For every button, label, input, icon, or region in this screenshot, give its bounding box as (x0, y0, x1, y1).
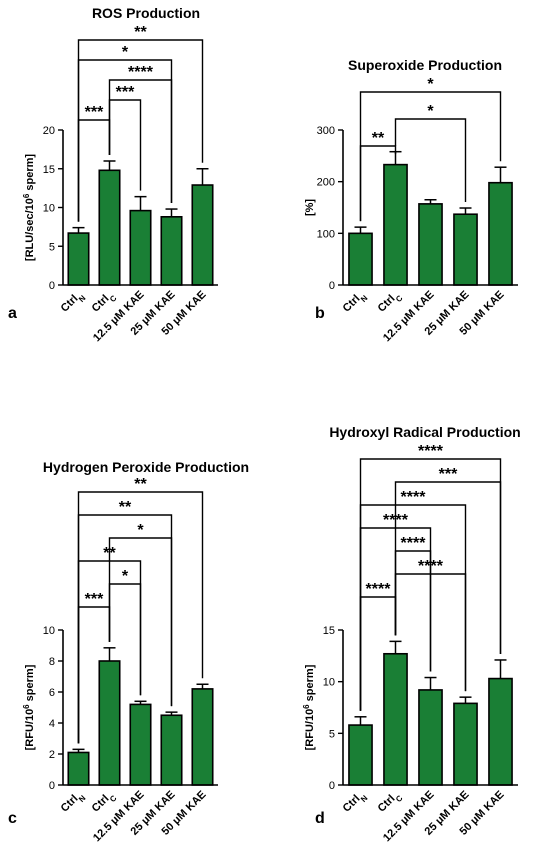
significance-label: **** (401, 535, 427, 552)
bar-4 (488, 181, 513, 286)
bar-3 (160, 216, 183, 286)
significance-label: ** (134, 476, 147, 493)
chart-panel-c: Hydrogen Peroxide Production 0 2 4 6 8 10 CtrlN… (8, 459, 249, 844)
significance-label: * (122, 44, 129, 61)
x-tick-label: CtrlN (59, 288, 88, 317)
bar-1 (98, 169, 121, 286)
bar-0 (348, 232, 373, 286)
significance-label: ** (134, 24, 147, 41)
y-axis-label: [RFU/106 sperm] (22, 664, 37, 750)
chart-title: Hydroxyl Radical Production (329, 424, 520, 440)
y-tick-label: 300 (317, 125, 335, 137)
y-tick-label: 0 (329, 780, 335, 792)
y-axis-label: [%] (304, 199, 316, 216)
significance-label: *** (439, 466, 458, 483)
chart-title: ROS Production (92, 5, 200, 21)
significance-label: **** (418, 443, 444, 460)
significance-bracket: **** (359, 443, 502, 711)
x-tick-label: CtrlN (341, 288, 370, 317)
significance-bracket: **** (394, 535, 432, 672)
y-tick-label: 15 (43, 164, 55, 176)
y-tick-label: 200 (317, 177, 335, 189)
chart-title: Superoxide Production (348, 57, 502, 73)
significance-label: ** (372, 130, 385, 147)
x-tick-label: CtrlN (341, 788, 370, 817)
panel-label: a (8, 305, 17, 322)
significance-label: * (427, 76, 434, 93)
y-tick-label: 2 (49, 749, 55, 761)
y-axis-label: [RLU/sec/106 sperm] (22, 154, 37, 262)
y-tick-label: 4 (49, 718, 55, 730)
x-tick-label: CtrlC (376, 288, 405, 317)
y-tick-label: 5 (49, 241, 55, 253)
significance-label: *** (85, 591, 104, 608)
bar-1 (383, 652, 408, 786)
panel-label: c (8, 810, 17, 827)
bar-0 (348, 724, 373, 786)
y-tick-label: 100 (317, 228, 335, 240)
y-tick-label: 0 (329, 280, 335, 292)
y-tick-label: 5 (329, 728, 335, 740)
significance-label: *** (85, 104, 104, 121)
bar-2 (129, 209, 152, 286)
chart-panel-b: Superoxide Production 0 100 200 300 CtrlN Ctrl… (304, 57, 518, 344)
y-tick-label: 15 (323, 625, 335, 637)
bar-3 (453, 213, 478, 286)
chart-panel-d: Hydroxyl Radical Production 0 5 10 15 CtrlN Ct… (302, 424, 521, 844)
bar-3 (453, 702, 478, 786)
chart-title: Hydrogen Peroxide Production (43, 459, 249, 475)
bar-4 (488, 677, 513, 786)
significance-label: **** (366, 581, 392, 598)
y-axis-label: [RFU/106 sperm] (302, 664, 317, 750)
y-tick-label: 0 (49, 280, 55, 292)
significance-label: * (122, 568, 129, 585)
y-tick-label: 10 (323, 677, 335, 689)
y-tick-label: 0 (49, 780, 55, 792)
y-tick-label: 8 (49, 656, 55, 668)
panel-label: d (315, 810, 325, 827)
significance-bracket: ** (77, 476, 204, 744)
significance-label: **** (401, 489, 427, 506)
bar-1 (383, 163, 408, 286)
significance-label: *** (116, 84, 135, 101)
significance-label: **** (128, 64, 154, 81)
bar-4 (191, 184, 214, 286)
significance-label: ** (119, 499, 132, 516)
bar-3 (160, 714, 183, 786)
bar-1 (98, 660, 121, 786)
x-tick-label: CtrlN (59, 788, 88, 817)
x-tick-label: CtrlC (376, 788, 405, 817)
panel-label: b (315, 305, 325, 322)
significance-label: * (427, 103, 434, 120)
significance-bracket: * (359, 76, 502, 222)
y-tick-label: 20 (43, 125, 55, 137)
significance-bracket: **** (359, 489, 467, 711)
bar-0 (67, 232, 90, 286)
bar-2 (418, 203, 443, 286)
bar-2 (129, 703, 152, 786)
significance-label: * (137, 522, 144, 539)
significance-bracket: * (394, 103, 467, 203)
significance-bracket: * (77, 44, 173, 222)
bar-0 (67, 751, 90, 786)
bar-2 (418, 689, 443, 786)
y-tick-label: 10 (43, 625, 55, 637)
bar-4 (191, 688, 214, 786)
significance-bracket: ** (77, 499, 173, 744)
y-tick-label: 10 (43, 203, 55, 215)
significance-bracket: ** (77, 24, 204, 222)
y-tick-label: 6 (49, 687, 55, 699)
